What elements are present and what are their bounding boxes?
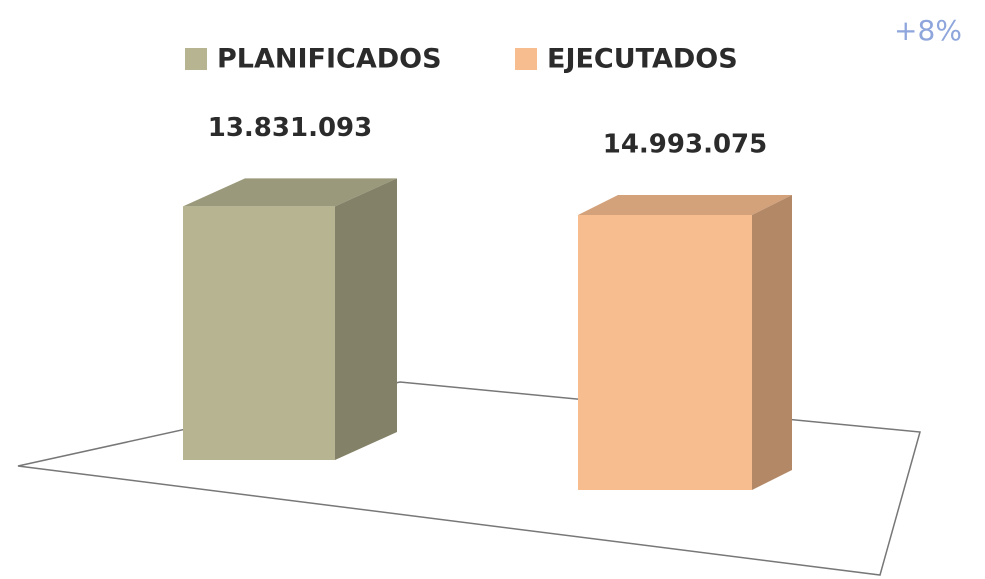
legend-label: PLANIFICADOS [217,44,442,75]
bar-top [183,178,397,207]
value-label: 14.993.075 [603,130,767,160]
bar-side [752,195,792,490]
legend-swatch [185,48,207,70]
bar [578,215,752,490]
legend-label: EJECUTADOS [547,44,738,75]
bar [183,206,335,460]
value-label: 13.831.093 [208,113,372,143]
annotation: +8% [894,14,962,47]
bar-side [335,178,397,460]
legend-swatch [515,48,537,70]
bar-top [578,195,792,215]
